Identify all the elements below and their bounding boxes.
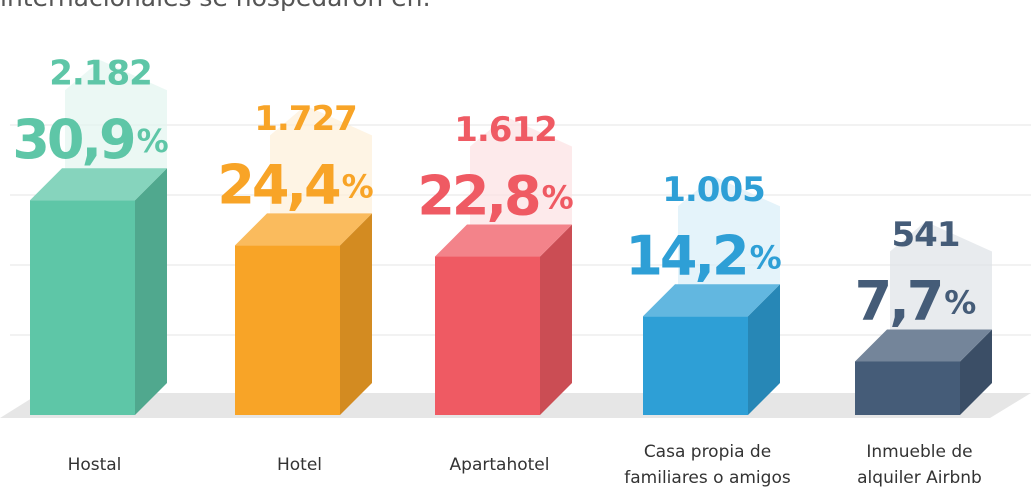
label-backdrop bbox=[890, 221, 992, 360]
bar-side bbox=[540, 224, 572, 415]
percent-label: 22,8% bbox=[417, 164, 573, 227]
bar-top bbox=[30, 168, 167, 201]
bar bbox=[435, 256, 540, 415]
chart-title: internacionales se hospedaron en: bbox=[0, 0, 431, 12]
bar bbox=[855, 361, 960, 415]
bar-top bbox=[855, 329, 992, 362]
percent-label: 7,7% bbox=[855, 269, 977, 332]
bar bbox=[30, 200, 135, 415]
percent-label: 24,4% bbox=[217, 153, 373, 216]
count-label: 2.182 bbox=[49, 54, 152, 94]
bar-top bbox=[235, 213, 372, 246]
bar-side bbox=[340, 213, 372, 415]
count-label: 1.005 bbox=[662, 170, 765, 210]
category-label: Casa propia de familiares o amigos bbox=[624, 442, 791, 488]
count-label: 541 bbox=[892, 215, 960, 255]
bar-top bbox=[435, 224, 572, 257]
bar bbox=[235, 245, 340, 415]
category-label: Hostal bbox=[68, 455, 122, 475]
count-label: 1.612 bbox=[454, 110, 557, 150]
label-backdrop bbox=[65, 60, 167, 199]
count-label: 1.727 bbox=[254, 99, 357, 139]
category-label: Apartahotel bbox=[450, 455, 550, 475]
bar bbox=[643, 316, 748, 415]
label-backdrop bbox=[678, 176, 780, 315]
category-label: Inmueble de alquiler Airbnb bbox=[857, 442, 982, 488]
category-label: Hotel bbox=[277, 455, 322, 475]
bar-side bbox=[135, 168, 167, 415]
bar-side bbox=[960, 329, 992, 415]
label-backdrop bbox=[270, 105, 372, 244]
bar-top bbox=[643, 284, 780, 317]
percent-label: 30,9% bbox=[12, 108, 168, 171]
label-backdrop bbox=[470, 116, 572, 255]
bar-side bbox=[748, 284, 780, 415]
percent-label: 14,2% bbox=[625, 224, 781, 287]
